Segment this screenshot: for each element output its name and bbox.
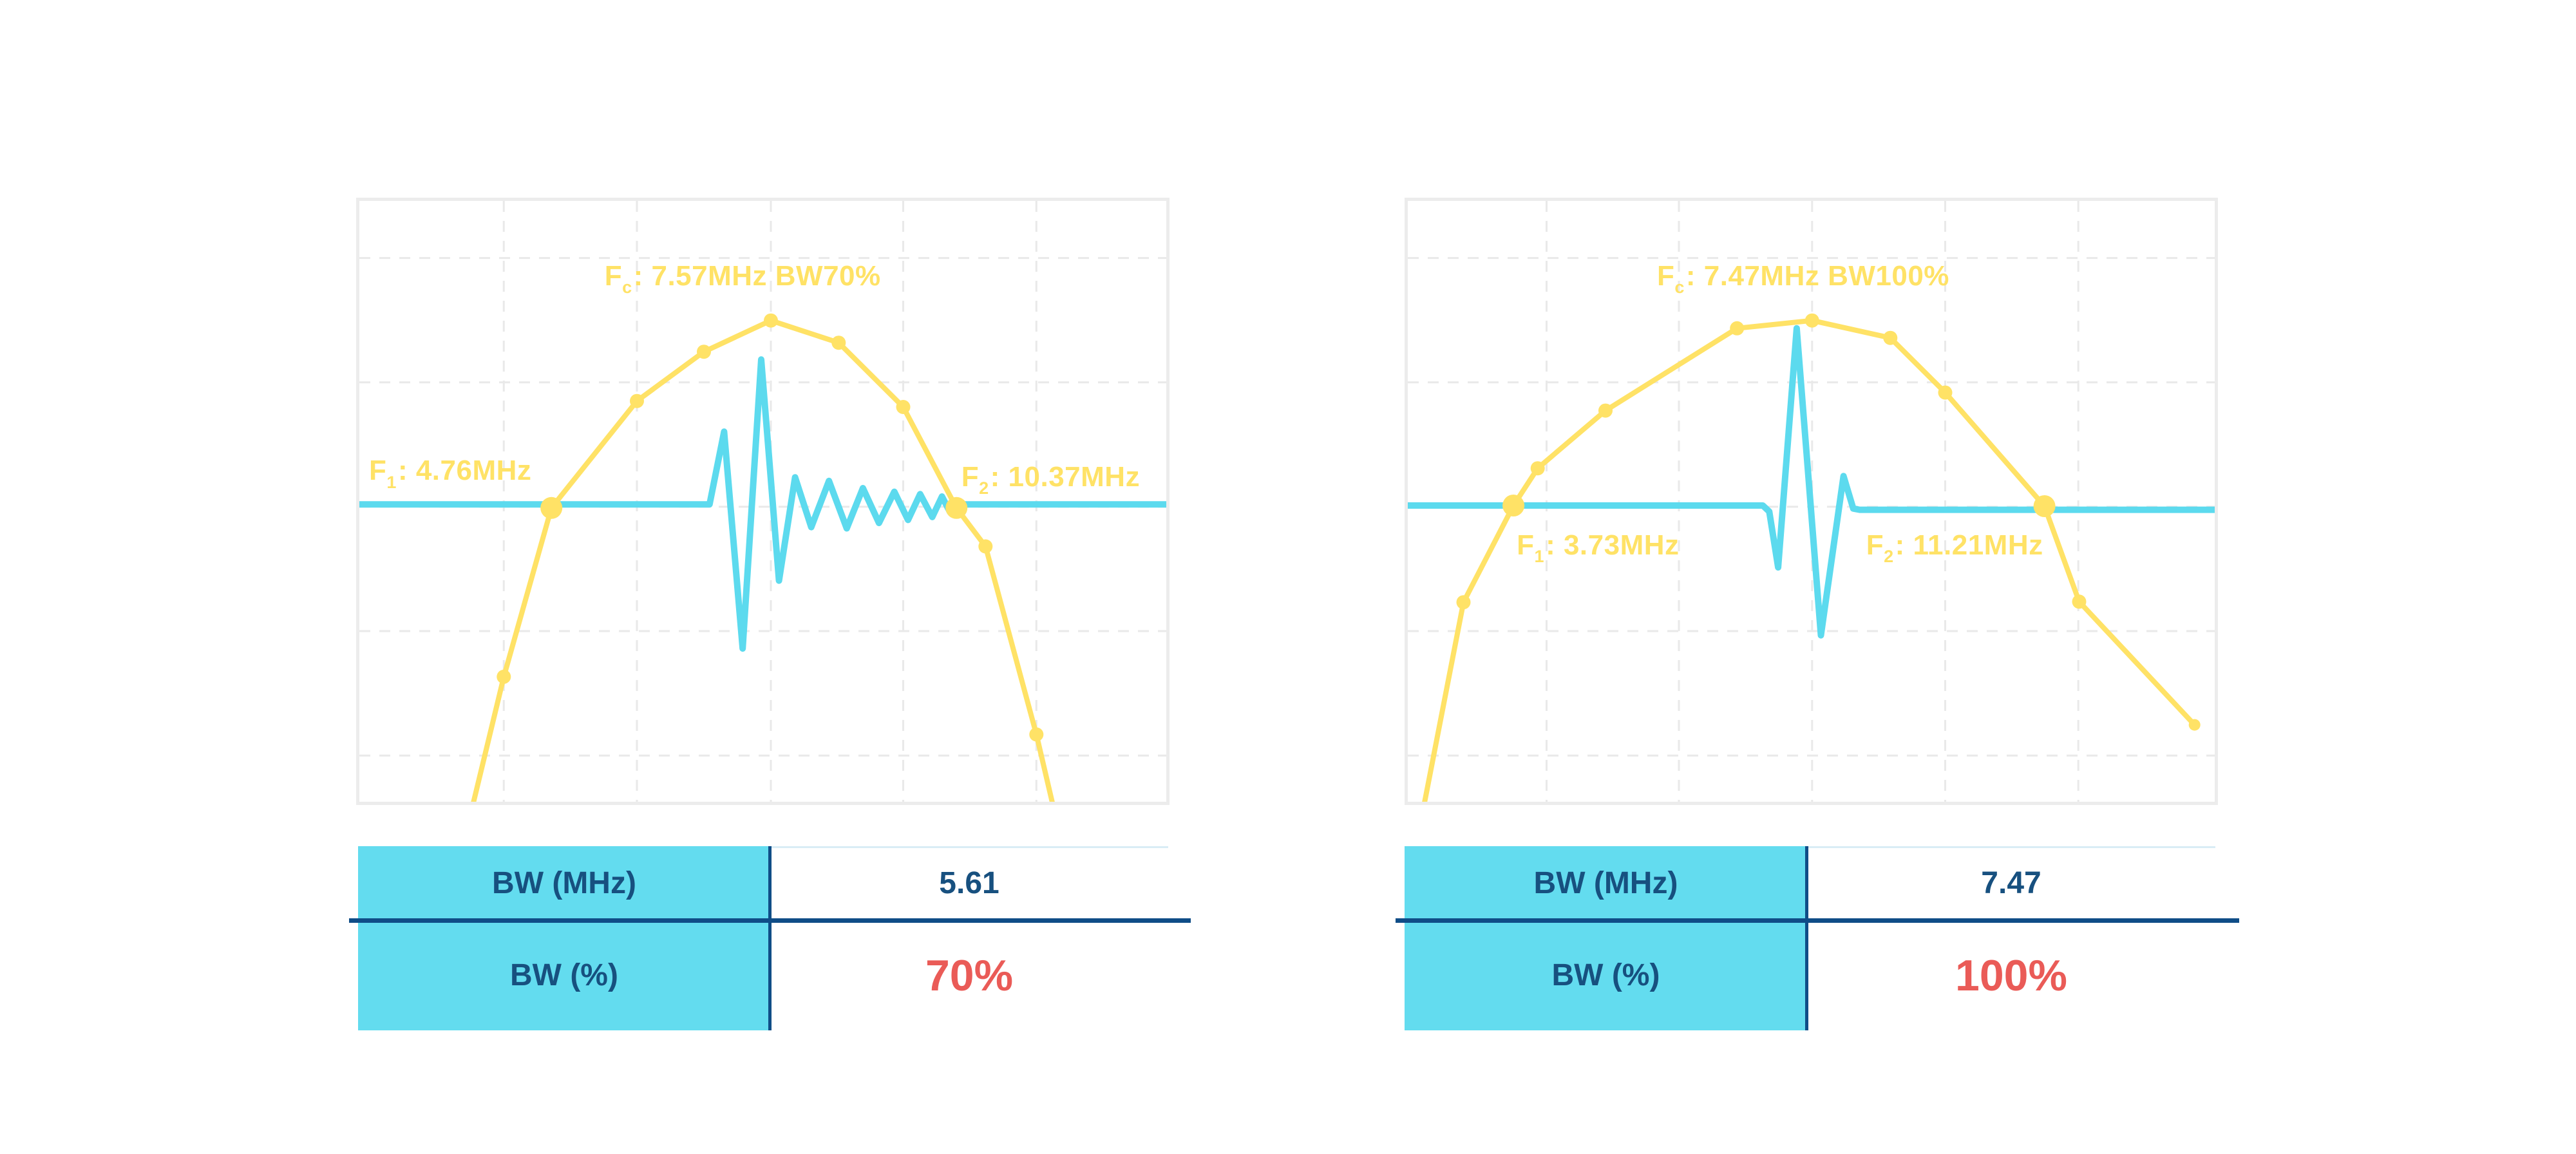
data-point-dot bbox=[1456, 595, 1471, 610]
table-row-divider bbox=[349, 918, 1191, 923]
freq-label-prefix: F bbox=[961, 460, 980, 493]
bw-percent-label: BW (%) bbox=[1551, 958, 1660, 992]
right-spectrum-chart-panel: Fc: 7.47MHz BW100% F1: 3.73MHz F2: 11.21… bbox=[1405, 198, 2218, 805]
bw-percent-label-cell: BW (%) bbox=[1405, 920, 1807, 1030]
left-f2-label: F2: 10.37MHz bbox=[961, 460, 1141, 498]
crossing-point-dot bbox=[945, 497, 968, 519]
freq-label-prefix: F bbox=[604, 260, 623, 292]
envelope-curve bbox=[1422, 317, 2197, 802]
right-center-frequency-label: Fc: 7.47MHz BW100% bbox=[1657, 262, 1949, 296]
freq-label-prefix: F bbox=[1657, 260, 1675, 292]
table-row: BW (%) 100% bbox=[1405, 920, 2215, 1030]
data-point-dot bbox=[497, 669, 511, 684]
table-row-divider bbox=[1396, 918, 2239, 923]
freq-label-subscript: 2 bbox=[1884, 547, 1894, 567]
data-point-dot bbox=[2072, 594, 2087, 609]
left-center-frequency-label: Fc: 7.57MHz BW70% bbox=[605, 262, 881, 296]
freq-label-prefix: F bbox=[1866, 529, 1884, 562]
data-point-dot bbox=[1938, 385, 1953, 400]
right-f1-label: F1: 3.73MHz bbox=[1517, 531, 1679, 565]
data-point-dot bbox=[697, 345, 711, 359]
freq-label-subscript: 1 bbox=[386, 472, 397, 492]
crossing-point-dot bbox=[540, 497, 563, 519]
bw-mhz-label: BW (MHz) bbox=[492, 866, 636, 900]
table-top-rule bbox=[770, 846, 1168, 848]
bw-percent-value: 70% bbox=[770, 920, 1168, 1030]
envelope-curve bbox=[471, 317, 1055, 802]
freq-label-prefix: F bbox=[369, 455, 387, 487]
crossing-point-dot bbox=[1502, 495, 1525, 516]
freq-label-text: : 7.47MHz BW100% bbox=[1685, 260, 1949, 292]
bw-mhz-value: 5.61 bbox=[770, 846, 1168, 920]
freq-label-subscript: 1 bbox=[1534, 547, 1545, 567]
freq-label-text: : 11.21MHz bbox=[1895, 529, 2043, 562]
pulse-waveform bbox=[1408, 325, 2215, 639]
crossing-point-dot bbox=[2033, 495, 2056, 517]
freq-label-subscript: c bbox=[622, 278, 632, 298]
left-bandwidth-table: BW (MHz) 5.61 BW (%) 70% bbox=[349, 846, 1191, 1030]
freq-label-text: : 3.73MHz bbox=[1546, 529, 1680, 562]
data-point-dot bbox=[764, 313, 778, 328]
freq-label-subscript: c bbox=[1674, 278, 1685, 298]
bw-mhz-label-cell: BW (MHz) bbox=[1405, 846, 1807, 920]
freq-label-text: : 7.57MHz BW70% bbox=[633, 260, 881, 292]
bw-mhz-value: 7.47 bbox=[1807, 846, 2215, 920]
bw-percent-label-cell: BW (%) bbox=[358, 920, 770, 1030]
bw-mhz-label-cell: BW (MHz) bbox=[358, 846, 770, 920]
data-point-dot bbox=[1530, 461, 1545, 476]
pulse-waveform bbox=[359, 356, 1166, 652]
end-point-dot bbox=[2188, 719, 2201, 731]
data-point-dot bbox=[831, 336, 846, 350]
data-point-dot bbox=[896, 400, 911, 414]
table-row: BW (MHz) 7.47 bbox=[1405, 846, 2215, 920]
bw-percent-label: BW (%) bbox=[510, 958, 618, 992]
freq-label-subscript: 2 bbox=[979, 478, 989, 498]
right-bandwidth-table: BW (MHz) 7.47 BW (%) 100% bbox=[1396, 846, 2239, 1030]
data-point-dot bbox=[1598, 403, 1613, 418]
data-point-dot bbox=[1883, 330, 1898, 345]
right-spectrum-chart bbox=[1408, 201, 2215, 802]
table-column-separator bbox=[768, 846, 772, 1030]
data-point-dot bbox=[978, 539, 993, 554]
table-column-separator bbox=[1805, 846, 1808, 1030]
table-row: BW (MHz) 5.61 bbox=[358, 846, 1168, 920]
data-point-dot bbox=[1804, 313, 1819, 328]
freq-label-text: : 4.76MHz bbox=[397, 455, 532, 487]
right-f2-label: F2: 11.21MHz bbox=[1866, 531, 2043, 565]
bw-mhz-label: BW (MHz) bbox=[1533, 866, 1678, 900]
data-point-dot bbox=[1730, 321, 1745, 336]
table-row: BW (%) 70% bbox=[358, 920, 1168, 1030]
freq-label-text: : 10.37MHz bbox=[990, 460, 1141, 493]
data-point-dot bbox=[630, 393, 644, 408]
bw-percent-value: 100% bbox=[1807, 920, 2215, 1030]
data-point-dot bbox=[1029, 727, 1044, 742]
table-top-rule bbox=[1807, 846, 2215, 848]
left-spectrum-chart-panel: Fc: 7.57MHz BW70% F1: 4.76MHz F2: 10.37M… bbox=[356, 198, 1170, 805]
left-spectrum-chart bbox=[359, 201, 1166, 802]
freq-label-prefix: F bbox=[1517, 529, 1535, 562]
left-f1-label: F1: 4.76MHz bbox=[369, 457, 531, 491]
